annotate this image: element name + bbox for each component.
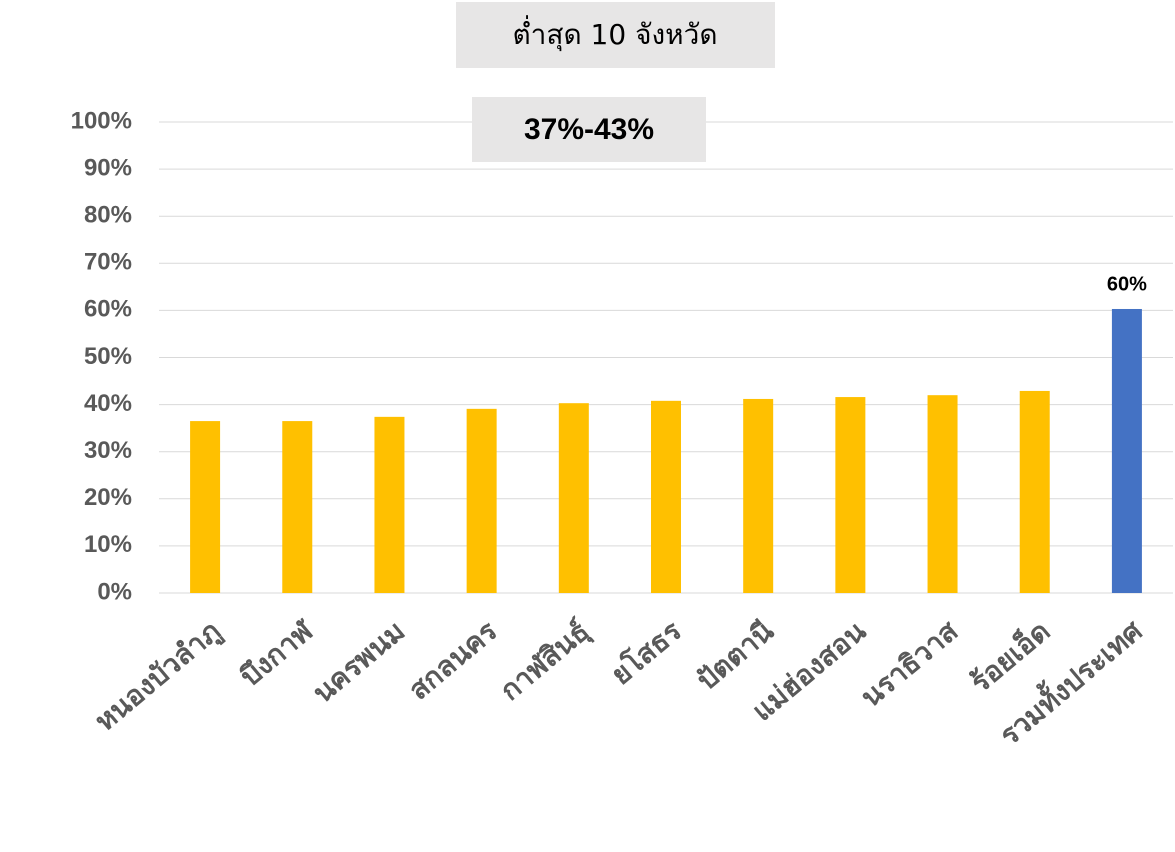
x-tick-label: สกลนคร [402,614,503,706]
y-tick-label: 100% [71,107,132,134]
x-tick-label: หนองบัวลำภู [88,614,227,738]
y-tick-label: 10% [84,531,132,558]
bar [743,398,774,593]
y-tick-label: 0% [97,578,132,605]
bar [651,400,681,593]
x-tick-label: บึงกาฬ [234,613,320,693]
y-tick-label: 40% [84,390,132,417]
y-tick-label: 80% [84,202,132,229]
y-tick-label: 90% [84,154,132,181]
bar [282,421,313,593]
bar [374,416,405,593]
y-tick-label: 60% [84,296,132,323]
x-tick-label: ยโสธร [604,613,688,691]
bar [1019,390,1050,593]
chart-title: ต่ำสุด 10 จังหวัด [512,15,717,52]
value-label: 60% [1107,273,1147,295]
bar [835,397,866,593]
x-tick-label: นครพนม [306,614,411,709]
bar [1111,308,1142,593]
x-tick-label: กาฬสินธุ์ [494,614,596,708]
bar [190,421,221,593]
bar [466,408,497,593]
x-tick-label: นราธิวาส [854,614,964,714]
bar [558,403,589,593]
y-tick-label: 30% [84,437,132,464]
title-box [456,2,775,68]
y-tick-label: 70% [84,249,132,276]
annotation: 37%-43% [524,113,654,146]
y-tick-label: 50% [84,343,132,370]
annotation-box [472,97,706,162]
bar [927,395,958,593]
y-tick-label: 20% [84,484,132,511]
plot: 0% 10% 20% 30% 40% 50% 60% 70% 80% 90% 100% หนองบัว… [71,107,1173,752]
